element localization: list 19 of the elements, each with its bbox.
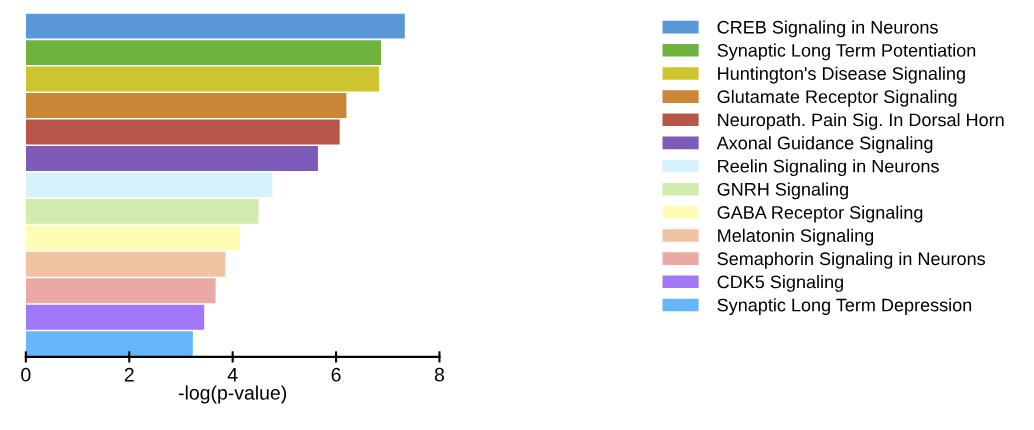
legend-label: Synaptic Long Term Potentiation xyxy=(717,43,976,61)
x-tick-label: 6 xyxy=(331,367,341,382)
legend-label: GABA Receptor Signaling xyxy=(717,205,923,223)
legend-label: Reelin Signaling in Neurons xyxy=(718,159,939,177)
legend-label: Synaptic Long Term Depression xyxy=(717,298,972,316)
x-tick-label: 0 xyxy=(21,367,31,382)
x-tick-label: 4 xyxy=(227,368,238,382)
legend-label: CREB Signaling in Neurons xyxy=(717,20,938,38)
legend-label: Melatonin Signaling xyxy=(718,228,874,246)
legend-label: Axonal Guidance Signaling xyxy=(716,136,933,153)
legend-label: Semaphorin Signaling in Neurons xyxy=(717,251,986,269)
legend-label: CDK5 Signaling xyxy=(717,275,843,292)
x-tick-label: 8 xyxy=(434,367,445,382)
legend-label: GNRH Signaling xyxy=(717,182,848,200)
legend-label: Huntington's Disease Signaling xyxy=(718,66,965,84)
legend-label: Glutamate Receptor Signaling xyxy=(717,89,957,107)
legend-label: Neuropath. Pain Sig. In Dorsal Horn xyxy=(718,112,1004,130)
x-axis-title: -log(p-value) xyxy=(178,385,287,404)
x-tick-label: 2 xyxy=(124,367,134,382)
